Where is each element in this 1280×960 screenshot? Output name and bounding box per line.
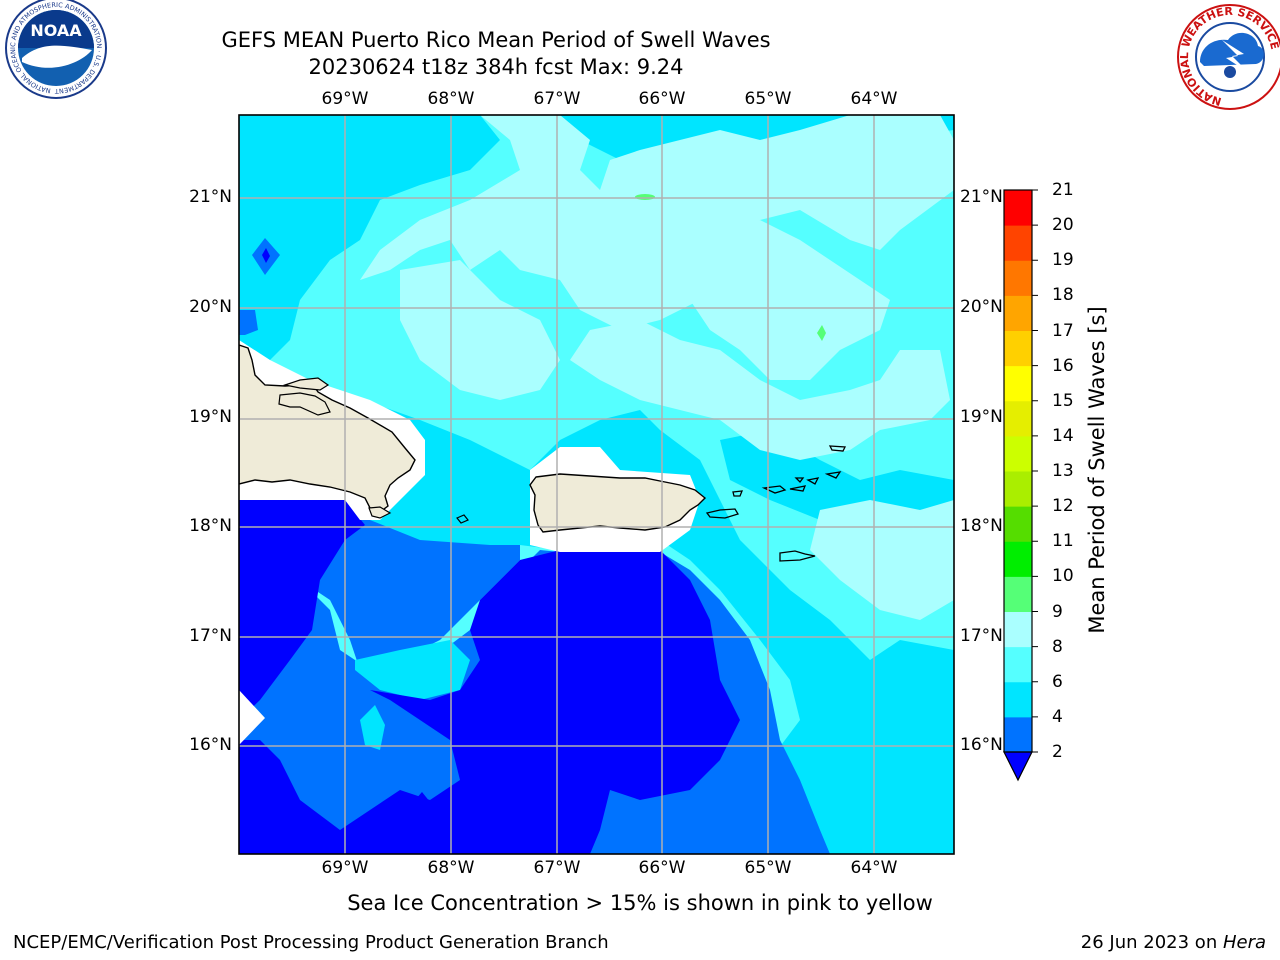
lon-label-bottom: 68°W (427, 858, 475, 878)
colorbar-extend-arrow (1003, 751, 1033, 782)
swell-field-4-6-inner (355, 640, 470, 750)
lat-label-left: 19°N (189, 407, 232, 427)
colorbar-segment (1004, 330, 1032, 367)
lon-label-top: 67°W (533, 89, 581, 109)
colorbar-tick-label: 11 (1052, 531, 1074, 552)
colorbar-segment (1004, 541, 1032, 577)
lat-label-right: 20°N (960, 297, 1003, 317)
colorbar-tick-label: 12 (1052, 496, 1074, 517)
lon-label-bottom: 64°W (850, 858, 898, 878)
lon-label-bottom: 66°W (638, 858, 686, 878)
colorbar-segment (1004, 400, 1032, 437)
colorbar-segment (1004, 435, 1032, 472)
colorbar-tick-label: 18 (1052, 285, 1074, 306)
colorbar-segment (1004, 611, 1032, 648)
sea-ice-note: Sea Ice Concentration > 15% is shown in … (347, 891, 933, 915)
noaa-logo: NOAA NATIONAL OCEANIC AND ATMOSPHERIC AD… (0, 0, 107, 99)
lat-label-left: 21°N (189, 187, 232, 207)
lat-label-left: 17°N (189, 626, 232, 646)
colorbar-tick-label: 19 (1052, 250, 1074, 271)
colorbar-segment (1004, 365, 1032, 402)
nws-logo: NATIONAL WEATHER SERVICE (1177, 4, 1280, 110)
map-panel (239, 115, 954, 854)
chart-title: GEFS MEAN Puerto Rico Mean Period of Swe… (221, 28, 771, 52)
lat-label-right: 18°N (960, 516, 1003, 536)
colorbar-tick-label: 20 (1052, 215, 1074, 236)
map-frame (238, 114, 955, 855)
lon-label-top: 66°W (638, 89, 686, 109)
colorbar-tick-label: 16 (1052, 355, 1074, 376)
colorbar-label: Mean Period of Swell Waves [s] (1085, 306, 1109, 634)
lat-label-right: 16°N (960, 735, 1003, 755)
swell-field-below-2 (239, 248, 740, 854)
lat-label-right: 17°N (960, 626, 1003, 646)
lon-label-top: 69°W (321, 89, 369, 109)
colorbar-segment (1004, 471, 1032, 507)
colorbar-tick-label: 6 (1052, 671, 1063, 692)
colorbar-tick-label: 13 (1052, 461, 1074, 481)
colorbar-segment (1004, 716, 1032, 753)
colorbar-tick-label: 15 (1052, 390, 1074, 411)
north-coast-detail (282, 377, 330, 391)
footer-date: 26 Jun 2023 on Hera (1081, 932, 1266, 954)
mona-island (456, 514, 469, 524)
swell-field-8-9 (360, 115, 954, 620)
colorbar-tick-label: 9 (1052, 601, 1063, 622)
graticule (239, 115, 954, 854)
lat-label-right: 21°N (960, 187, 1003, 207)
hispaniola-island (239, 344, 416, 513)
lat-label-left: 18°N (189, 516, 232, 536)
colorbar-segment (1004, 646, 1032, 683)
noaa-logo-text: NOAA (30, 21, 82, 40)
lon-label-top: 68°W (427, 89, 475, 109)
footer-machine: Hera (1222, 932, 1266, 953)
colorbar-segment (1004, 225, 1032, 261)
colorbar (1003, 189, 1038, 782)
colorbar-tick-label: 21 (1052, 180, 1074, 200)
lat-label-right: 19°N (960, 407, 1003, 427)
colorbar-segment (1004, 295, 1032, 331)
colorbar-segment (1004, 576, 1032, 612)
colorbar-segment (1004, 190, 1032, 226)
lon-label-top: 64°W (850, 89, 898, 109)
colorbar-segment (1004, 506, 1032, 542)
colorbar-tick-label: 17 (1052, 320, 1074, 341)
virgin-islands (705, 445, 847, 562)
colorbar-segment (1004, 260, 1032, 296)
colorbar-tick-label: 8 (1052, 636, 1063, 657)
footer-date-text: 26 Jun 2023 on (1080, 932, 1223, 953)
lon-label-bottom: 67°W (533, 858, 581, 878)
colorbar-tick-label: 2 (1052, 742, 1063, 762)
colorbar-tick-label: 10 (1052, 566, 1074, 587)
lon-label-bottom: 69°W (321, 858, 369, 878)
samana-peninsula (278, 392, 331, 416)
lon-label-top: 65°W (744, 89, 792, 109)
saona-island (368, 506, 392, 519)
colorbar-tick-label: 4 (1052, 706, 1063, 727)
lat-label-left: 20°N (189, 297, 232, 317)
colorbar-segment (1004, 681, 1032, 718)
lat-label-left: 16°N (189, 735, 232, 755)
lon-label-bottom: 65°W (744, 858, 792, 878)
colorbar-tick-label: 14 (1052, 425, 1074, 446)
chart-subtitle-run: 20230624 t18z 384h fcst Max: 9.24 (308, 55, 684, 79)
footer-credit: NCEP/EMC/Verification Post Processing Pr… (13, 932, 609, 953)
